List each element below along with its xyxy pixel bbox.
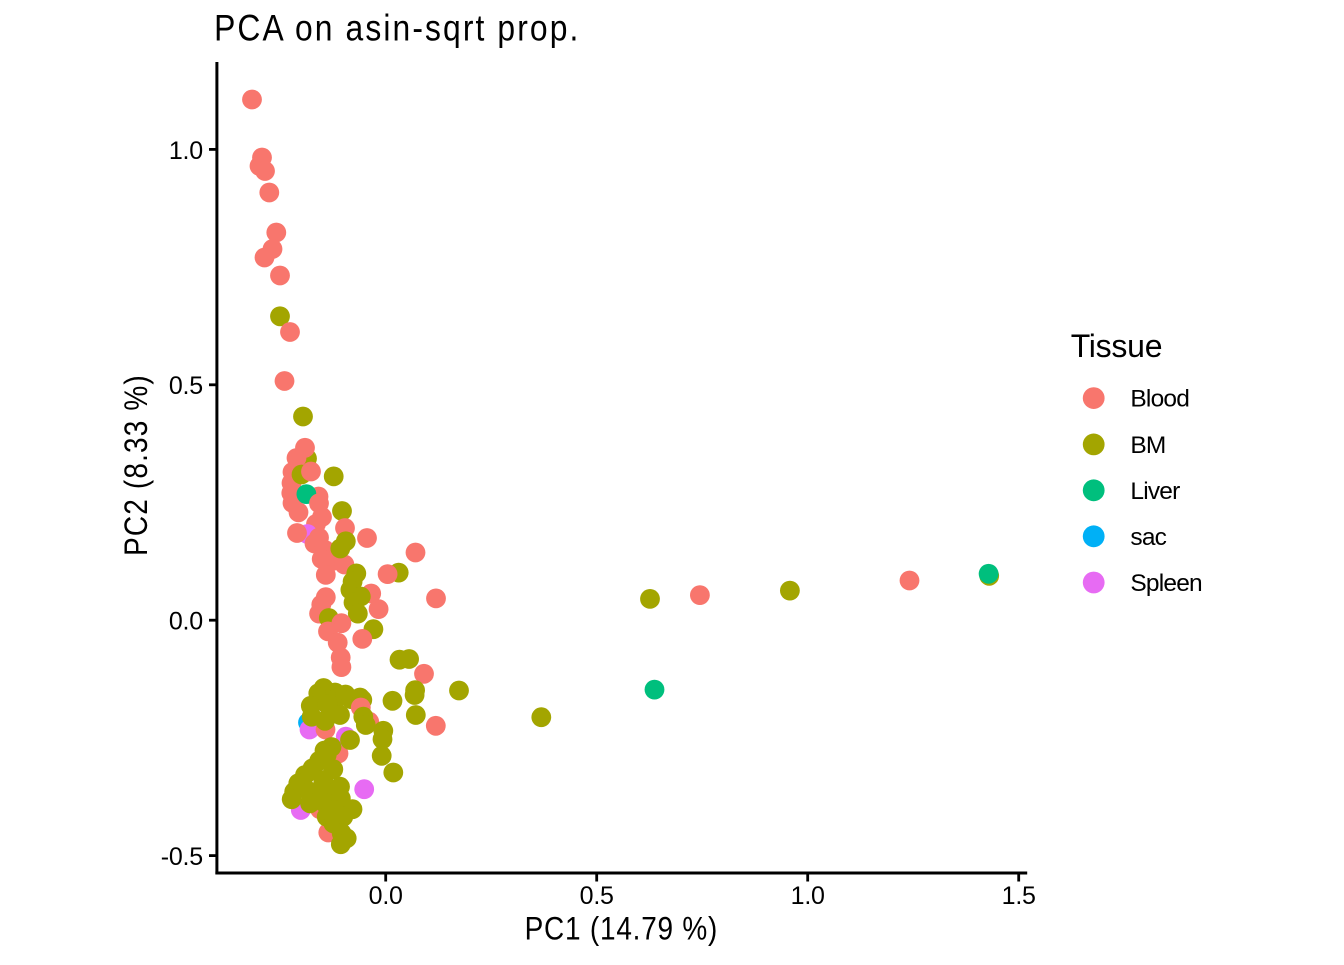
svg-text:BM: BM	[1130, 432, 1165, 459]
svg-text:Liver: Liver	[1130, 478, 1180, 505]
svg-text:1.0: 1.0	[791, 882, 825, 910]
svg-text:0.0: 0.0	[369, 882, 403, 910]
svg-text:1.0: 1.0	[169, 137, 203, 165]
svg-text:Spleen: Spleen	[1130, 570, 1202, 597]
svg-text:0.5: 0.5	[580, 882, 614, 910]
svg-text:PCA on asin-sqrt prop.: PCA on asin-sqrt prop.	[214, 8, 580, 49]
svg-text:0.0: 0.0	[169, 608, 203, 636]
svg-text:PC2 (8.33 %): PC2 (8.33 %)	[119, 374, 154, 556]
svg-text:Tissue: Tissue	[1071, 328, 1163, 364]
svg-text:1.5: 1.5	[1002, 882, 1036, 910]
svg-text:Blood: Blood	[1130, 386, 1189, 413]
svg-text:0.5: 0.5	[169, 372, 203, 400]
svg-text:sac: sac	[1130, 524, 1166, 551]
svg-text:-0.5: -0.5	[161, 843, 203, 871]
svg-text:PC1 (14.79 %): PC1 (14.79 %)	[525, 911, 719, 946]
